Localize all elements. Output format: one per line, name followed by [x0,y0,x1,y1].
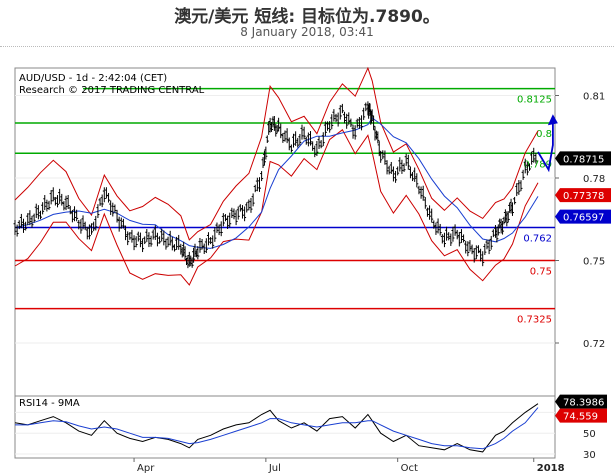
price-tag-box [555,151,611,166]
page-title: 澳元/美元 短线: 目标位为.7890。 [174,7,440,27]
rsi-tag-label: 78.3986 [563,398,604,409]
publish-date: 8 January 2018, 03:41 [240,25,374,39]
time-tick-label: Oct [401,463,418,474]
price-tag-label: 0.76597 [563,213,604,224]
time-tick-label: Apr [137,463,155,474]
projection-path [537,120,554,173]
level-label: 0.762 [523,234,552,245]
price-tick-label: 0.72 [583,339,605,350]
time-tick-label: Jul [268,463,281,474]
level-label: 0.75 [530,267,552,278]
price-chart: 0.8125 0.8 0.789 0.762 0.75 0.7325 AUD/USD - … [13,66,611,474]
price-tag-label: 0.77378 [563,191,604,202]
rsi-tick-label: 30 [583,450,596,461]
price-tick-label: 0.81 [583,92,605,103]
level-label: 0.789 [523,159,552,170]
time-x-axis: Apr Jul Oct 2018 [133,458,565,474]
bollinger-upper [14,66,539,241]
projection-arrowhead [547,114,558,126]
rsi-grid [15,411,555,455]
rsi-tag-label: 74.559 [563,412,598,423]
bollinger-lower [14,129,539,286]
time-tick-label: 2018 [537,463,565,474]
level-label: 0.8125 [517,95,552,106]
rsi-tag-box [555,408,607,423]
rsi-lines [14,403,539,453]
header-divider [0,46,614,47]
price-tag-label: 0.78715 [563,154,604,165]
level-label: 0.7325 [517,315,552,326]
rsi-tag-box [555,394,607,409]
price-tick-label: 0.78 [583,174,605,185]
level-label: 0.8 [536,129,552,140]
rsi-tags: 78.3986 74.559 [555,394,607,423]
instrument-label: AUD/USD - 1d - 2:42:04 (CET) [19,73,167,84]
rsi-label: RSI14 - 9MA [19,398,80,409]
rsi-ma-line [15,407,539,450]
price-tag-box [555,188,611,203]
bollinger-bands [14,66,539,286]
price-tag-box [555,209,611,224]
research-label: Research © 2017 TRADING CENTRAL [19,85,205,96]
projection-arrow [537,114,558,173]
main-panel-frame [14,67,556,399]
rsi-panel-frame [14,395,556,459]
moving-average [14,117,539,249]
rsi-tick-label: 50 [583,429,596,440]
price-candles [13,101,538,269]
support-resistance-levels: 0.8125 0.8 0.789 0.762 0.75 0.7325 [15,87,555,326]
price-tick-label: 0.75 [583,257,605,268]
price-tags: 0.78715 0.77378 0.76597 [555,151,611,224]
price-y-axis: 0.81 0.78 0.75 0.72 [555,92,605,350]
